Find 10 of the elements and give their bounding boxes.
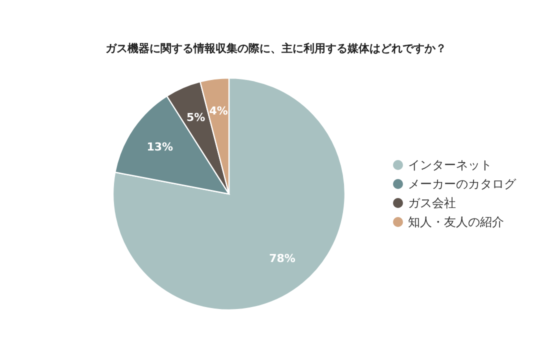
legend-label: ガス会社 — [408, 196, 456, 210]
legend-label: 知人・友人の紹介 — [408, 215, 504, 229]
data-label: 13% — [146, 140, 174, 154]
pie-slice — [112, 77, 346, 310]
data-label: 4% — [209, 104, 228, 118]
data-label: 78% — [269, 252, 296, 265]
legend-label: インターネット — [408, 158, 492, 172]
legend-label: メーカーのカタログ — [408, 177, 517, 191]
chart-title: ガス機器に関する情報収集の際に、主に利用する媒体はどれですか？ — [106, 42, 446, 55]
data-label: 5% — [186, 110, 206, 124]
